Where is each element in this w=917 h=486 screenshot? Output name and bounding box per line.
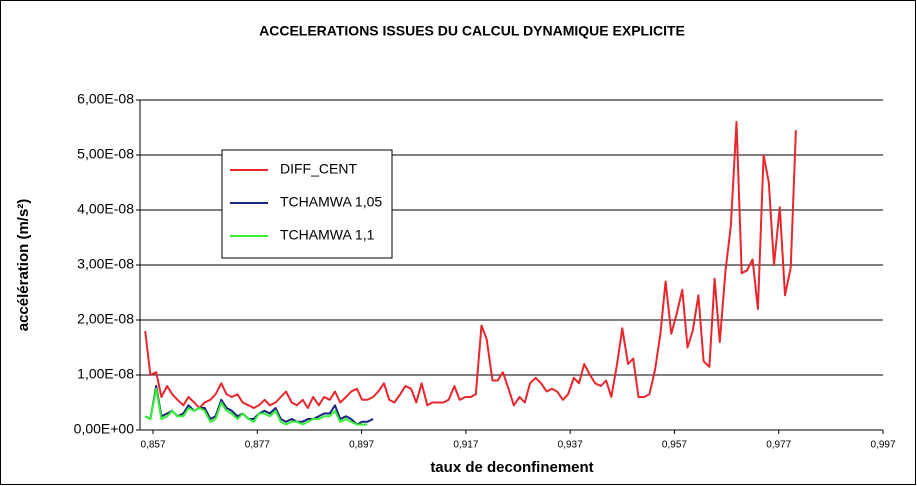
legend-label: TCHAMWA 1,05 [280, 194, 382, 210]
data-line [144, 387, 368, 426]
x-tick-label: 0,917 [453, 440, 478, 451]
x-tick-label: 0,997 [870, 440, 895, 451]
y-tick-label: 5,00E-08 [77, 146, 134, 162]
x-tick-label: 0,977 [766, 440, 791, 451]
x-tick-label: 0,877 [245, 440, 270, 451]
x-tick-label: 0,957 [662, 440, 687, 451]
legend: DIFF_CENT TCHAMWA 1,05 TCHAMWA 1,1 [221, 149, 393, 259]
y-tick-label: 3,00E-08 [77, 256, 134, 272]
y-tick-label: 2,00E-08 [77, 311, 134, 327]
x-axis-title: taux de deconfinement [430, 459, 593, 476]
data-line [144, 121, 797, 409]
legend-label: DIFF_CENT [280, 161, 357, 177]
x-tick-label: 0,857 [141, 440, 166, 451]
y-axis-title: accélération (m/s²) [15, 199, 32, 332]
x-tick-label: 0,897 [349, 440, 374, 451]
x-tick-label: 0,937 [558, 440, 583, 451]
y-tick-label: 6,00E-08 [77, 91, 134, 107]
y-tick-label: 0,00E+00 [74, 421, 135, 437]
y-tick-label: 4,00E-08 [77, 201, 134, 217]
legend-label: TCHAMWA 1,1 [280, 227, 375, 243]
y-tick-label: 1,00E-08 [77, 366, 134, 382]
chart-title: ACCELERATIONS ISSUES DU CALCUL DYNAMIQUE… [259, 23, 685, 39]
